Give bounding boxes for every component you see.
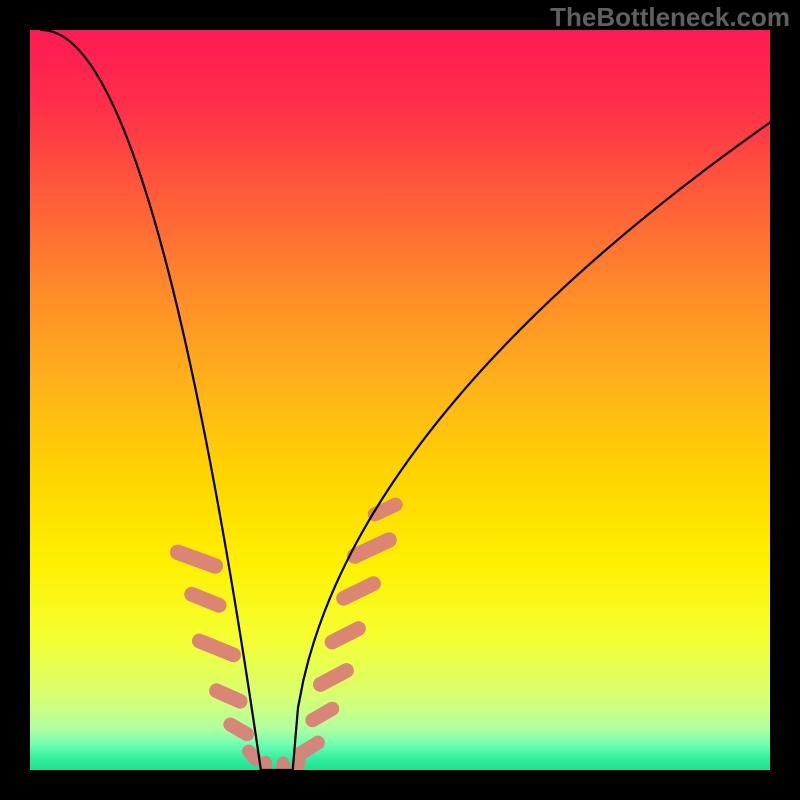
chart-svg — [30, 30, 770, 770]
data-marker — [276, 757, 289, 770]
gradient-background — [30, 30, 770, 770]
frame-border-left — [0, 0, 30, 800]
frame-border-bottom — [0, 770, 800, 800]
plot-area — [30, 30, 770, 770]
watermark-text: TheBottleneck.com — [550, 2, 790, 33]
frame-border-right — [770, 0, 800, 800]
